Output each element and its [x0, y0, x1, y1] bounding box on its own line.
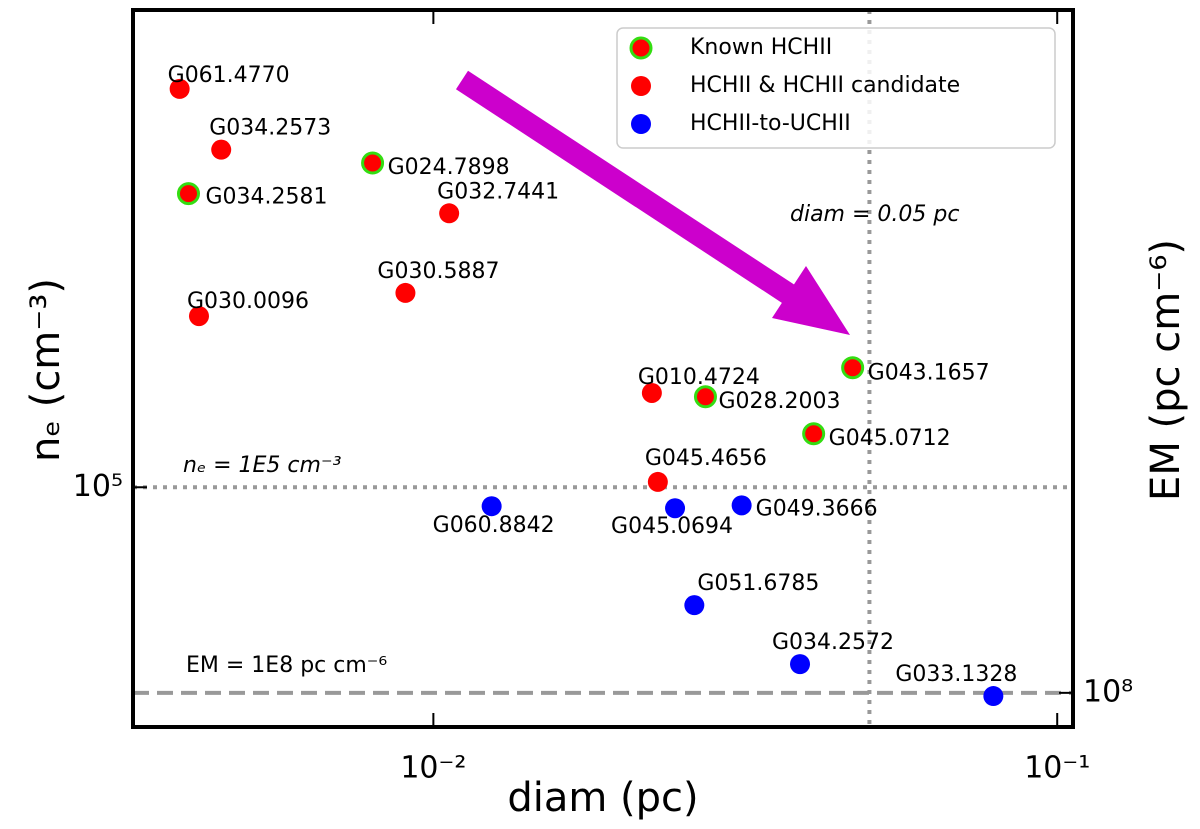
x-axis-label: diam (pc): [507, 775, 698, 821]
point-label: G043.1657: [868, 361, 990, 386]
point: [983, 686, 1004, 707]
point: [790, 654, 811, 675]
point: [188, 306, 209, 327]
legend: Known HCHII HCHII & HCHII candidate HCHII-…: [616, 27, 1056, 149]
point-label: G034.2572: [772, 630, 894, 655]
point-label: G033.1328: [895, 662, 1017, 687]
point: [841, 356, 865, 380]
point: [693, 385, 717, 409]
point-label: G051.6785: [697, 571, 819, 596]
point-label: G010.4724: [638, 365, 760, 390]
reference-label: EM = 1E8 pc cm⁻⁶: [186, 653, 387, 678]
point-label: G061.4770: [168, 63, 290, 88]
y-axis-label: nₑ (cm⁻³): [23, 278, 69, 462]
x-tick-label: 10⁻¹: [1024, 751, 1090, 786]
point-label: G024.7898: [388, 155, 510, 180]
reference-label: diam = 0.05 pc: [790, 202, 959, 227]
point: [802, 422, 826, 446]
point-label: G028.2003: [718, 389, 840, 414]
point: [481, 496, 502, 517]
point-label: G034.2573: [209, 116, 331, 141]
plot-frame: [131, 8, 1075, 729]
point: [361, 151, 385, 175]
point: [665, 498, 686, 519]
arrow-shaft: [455, 70, 797, 305]
legend-label: Known HCHII: [690, 35, 832, 60]
legend-marker: [631, 114, 651, 134]
point: [169, 78, 190, 99]
point: [641, 382, 662, 403]
point: [211, 139, 232, 160]
point: [439, 203, 460, 224]
x-tick-label: 10⁻²: [400, 751, 466, 786]
reference-label: nₑ = 1E5 cm⁻³: [183, 453, 342, 478]
point-label: G049.3666: [756, 496, 878, 521]
point: [395, 282, 416, 303]
point: [647, 471, 668, 492]
legend-box: [616, 27, 1056, 149]
point: [176, 182, 200, 206]
y2-tick-label: 10⁸: [1083, 674, 1133, 709]
legend-label: HCHII-to-UCHII: [690, 111, 851, 136]
point-label: G030.5887: [377, 259, 499, 284]
y-tick-label: 10⁵: [73, 469, 123, 504]
y2-axis-label: EM (pc cm⁻⁶): [1143, 239, 1189, 501]
point-label: G045.0694: [611, 514, 733, 539]
point: [731, 495, 752, 516]
point-label: G045.0712: [829, 426, 951, 451]
arrow-head: [772, 266, 850, 335]
legend-label: HCHII & HCHII candidate: [690, 73, 960, 98]
point-label: G060.8842: [433, 513, 555, 538]
point: [684, 595, 705, 616]
legend-marker: [631, 76, 651, 96]
point-label: G045.4656: [645, 446, 767, 471]
point-label: G034.2581: [205, 185, 327, 210]
point-label: G032.7441: [437, 179, 559, 204]
legend-marker: [629, 36, 653, 60]
point-label: G030.0096: [187, 289, 309, 314]
